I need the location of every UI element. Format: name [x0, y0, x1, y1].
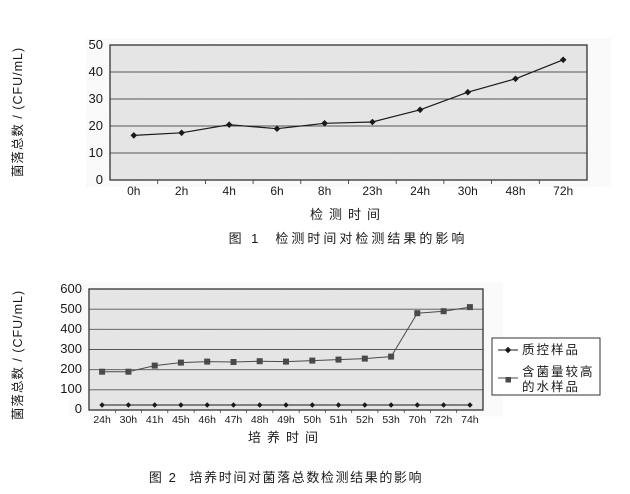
svg-text:53h: 53h [382, 414, 400, 426]
svg-text:的水样品: 的水样品 [522, 379, 580, 394]
svg-text:0: 0 [75, 401, 82, 416]
svg-text:6h: 6h [270, 184, 283, 198]
svg-text:72h: 72h [435, 414, 453, 426]
svg-text:24h: 24h [410, 184, 430, 198]
svg-text:46h: 46h [198, 414, 216, 426]
svg-text:600: 600 [60, 281, 82, 296]
svg-text:检测时间: 检测时间 [310, 207, 386, 222]
svg-text:质控样品: 质控样品 [522, 342, 580, 357]
svg-text:49h: 49h [277, 414, 295, 426]
svg-text:48h: 48h [251, 414, 269, 426]
svg-text:47h: 47h [225, 414, 243, 426]
svg-text:72h: 72h [553, 184, 573, 198]
svg-text:30h: 30h [120, 414, 138, 426]
svg-text:含菌量较高: 含菌量较高 [522, 364, 595, 379]
svg-text:20: 20 [89, 118, 103, 133]
svg-text:45h: 45h [172, 414, 190, 426]
svg-text:100: 100 [60, 381, 82, 396]
svg-text:52h: 52h [356, 414, 374, 426]
svg-text:0: 0 [96, 172, 103, 187]
svg-text:40: 40 [89, 64, 103, 79]
svg-text:0h: 0h [127, 184, 140, 198]
svg-text:300: 300 [60, 341, 82, 356]
svg-text:400: 400 [60, 321, 82, 336]
svg-text:74h: 74h [461, 414, 479, 426]
svg-text:菌落总数 / (CFU/mL): 菌落总数 / (CFU/mL) [10, 47, 25, 177]
svg-text:70h: 70h [409, 414, 427, 426]
svg-text:500: 500 [60, 301, 82, 316]
svg-text:30h: 30h [458, 184, 478, 198]
svg-text:51h: 51h [330, 414, 348, 426]
svg-text:200: 200 [60, 361, 82, 376]
svg-text:50h: 50h [304, 414, 322, 426]
svg-text:4h: 4h [223, 184, 236, 198]
svg-text:10: 10 [89, 145, 103, 160]
svg-text:培养时间: 培养时间 [248, 430, 324, 445]
svg-text:23h: 23h [362, 184, 382, 198]
svg-text:50: 50 [89, 37, 103, 52]
svg-text:48h: 48h [505, 184, 525, 198]
svg-text:8h: 8h [318, 184, 331, 198]
svg-text:菌落总数 / (CFU/mL): 菌落总数 / (CFU/mL) [10, 290, 25, 420]
svg-text:30: 30 [89, 91, 103, 106]
svg-text:24h: 24h [93, 414, 111, 426]
svg-text:2h: 2h [175, 184, 188, 198]
svg-text:41h: 41h [146, 414, 164, 426]
